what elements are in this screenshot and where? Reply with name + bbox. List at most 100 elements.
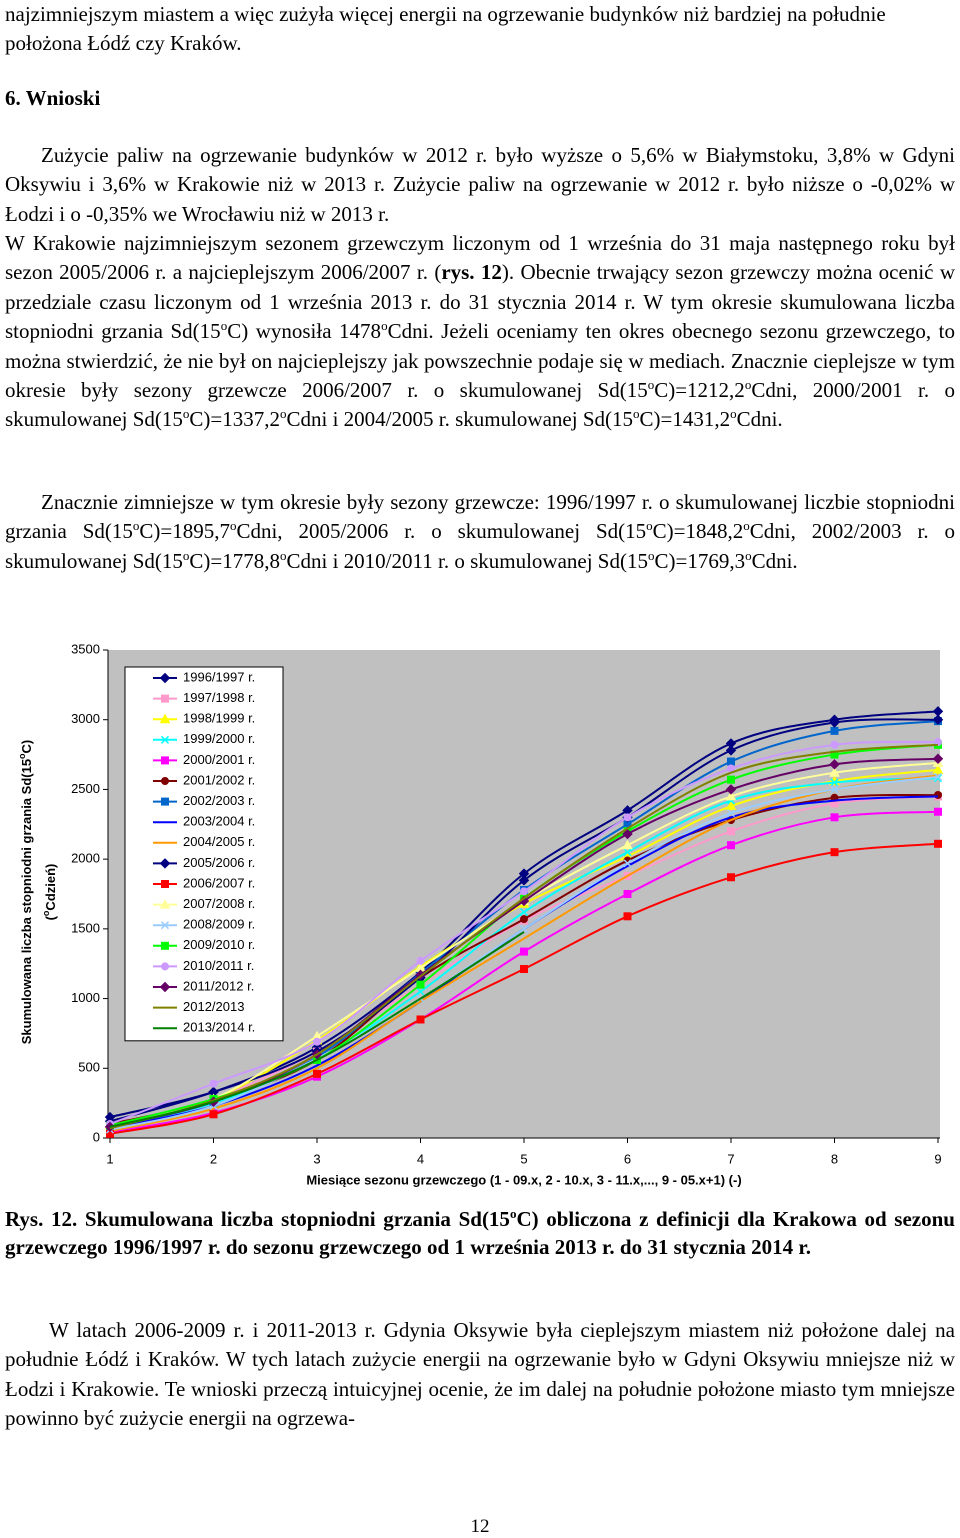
marker <box>623 890 632 898</box>
marker <box>160 921 170 930</box>
y-tick-label: 1500 <box>71 920 100 935</box>
sup: o <box>17 753 27 759</box>
y-tick-label: 3500 <box>71 641 100 656</box>
marker <box>161 941 169 950</box>
marker <box>829 759 840 770</box>
text: W latach 2006-2009 r. i 2011-2013 r. Gdy… <box>5 1318 955 1431</box>
legend-label: 2007/2008 r. <box>183 896 255 911</box>
marker <box>727 775 735 784</box>
marker <box>830 848 839 857</box>
text: Skumulowana liczba stopniodni grzania Sd… <box>19 759 34 1044</box>
marker <box>518 875 530 886</box>
paragraph: W latach 2006-2009 r. i 2011-2013 r. Gdy… <box>5 1316 955 1434</box>
marker <box>932 753 944 764</box>
sup: o <box>647 547 655 563</box>
sup: o <box>182 547 190 563</box>
marker <box>725 784 737 795</box>
marker <box>934 839 942 848</box>
x-tick-label: 9 <box>934 1151 941 1166</box>
sup: o <box>280 406 287 422</box>
sup: o <box>182 406 190 422</box>
text: Cdni. <box>736 407 783 432</box>
text: Cdni, 2000/2001 r. o skumulowanej Sd(15 <box>5 378 955 432</box>
marker <box>520 965 528 974</box>
text: rys. 12 <box>441 260 502 285</box>
legend-label: 2010/2011 r. <box>183 958 254 973</box>
legend-label: 2008/2009 r. <box>183 917 255 932</box>
text: ( <box>43 915 58 920</box>
legend-label: 2004/2005 r. <box>183 834 255 849</box>
marker <box>829 767 840 777</box>
marker <box>830 778 839 787</box>
marker <box>416 1015 425 1024</box>
legend-label: 2009/2010 r. <box>183 937 255 952</box>
series-line <box>109 743 939 1130</box>
x-axis-label: Miesiące sezonu grzewczego (1 - 09.x, 2 … <box>306 1172 741 1187</box>
sup: o <box>280 547 287 563</box>
marker <box>161 694 169 703</box>
legend-label: 1997/1998 r. <box>183 690 255 705</box>
chart: Skumulowana liczba stopniodni grzania Sd… <box>17 641 944 1187</box>
marker <box>159 899 171 909</box>
legend-label: 2013/2014 r. <box>183 1020 255 1035</box>
y-tick-label: 0 <box>93 1129 100 1144</box>
y-tick-label: 3000 <box>71 711 100 726</box>
text: C)=1337,2 <box>189 407 280 432</box>
marker <box>161 962 169 971</box>
marker <box>622 828 633 840</box>
text: Cdni. <box>751 548 798 573</box>
page-number: 12 <box>470 1516 490 1537</box>
marker <box>209 1110 218 1119</box>
legend-label: 2011/2012 r. <box>183 978 254 993</box>
marker <box>622 839 633 850</box>
caption: Rys. 12. Skumulowana liczba stopniodni g… <box>5 1206 955 1261</box>
sup: o <box>647 377 655 393</box>
marker <box>830 813 839 822</box>
x-tick-label: 3 <box>313 1151 320 1166</box>
marker <box>416 956 425 965</box>
marker <box>725 745 737 756</box>
sup: o <box>132 518 140 534</box>
marker <box>727 841 735 850</box>
x-tick-label: 6 <box>624 1151 631 1166</box>
text: C)=1895,7 <box>139 519 230 544</box>
marker <box>520 887 528 896</box>
marker <box>830 785 839 794</box>
marker <box>727 757 735 766</box>
text: najzimniejszym miastem a więc zużyła wię… <box>5 2 886 56</box>
text: C)=1778,8 <box>189 548 280 573</box>
marker <box>416 980 425 989</box>
marker <box>830 740 839 749</box>
marker <box>727 873 735 882</box>
text: Cdni i 2010/2011 r. o skumulowanej Sd(15 <box>286 548 648 573</box>
legend-box <box>124 666 284 1042</box>
sup: o <box>730 406 737 422</box>
legend-label: 2000/2001 r. <box>183 752 255 767</box>
text: Rys. 12. Skumulowana liczba stopniodni g… <box>5 1207 510 1231</box>
legend-label: 2001/2002 r. <box>183 772 255 787</box>
y-tick-label: 2500 <box>71 781 100 796</box>
marker <box>623 912 632 921</box>
text: Cdni. Jeżeli oceniamy ten okres obecnego… <box>5 319 956 403</box>
sup: o <box>744 377 752 393</box>
text: Cdni, 2002/2003 r. o skumulowanej Sd(15 <box>5 519 955 573</box>
marker <box>209 1079 218 1088</box>
y-axis-label: (oCdzień) <box>41 864 58 921</box>
marker <box>159 981 171 993</box>
text: W Krakowie najzimniejszym sezonem grzewc… <box>5 231 955 285</box>
legend-label: 2002/2003 r. <box>183 793 255 808</box>
legend-label: 1998/1999 r. <box>183 711 255 726</box>
marker <box>161 797 169 806</box>
x-tick-label: 2 <box>210 1151 217 1166</box>
marker <box>829 717 840 728</box>
marker <box>520 947 528 956</box>
marker <box>313 1069 321 1078</box>
marker <box>416 987 425 996</box>
y-tick-label: 500 <box>78 1060 100 1075</box>
marker <box>160 735 170 744</box>
marker <box>623 848 632 857</box>
marker <box>161 777 169 785</box>
legend-label: 2012/2013 <box>183 999 244 1014</box>
heading: 6. Wnioski <box>5 86 101 110</box>
